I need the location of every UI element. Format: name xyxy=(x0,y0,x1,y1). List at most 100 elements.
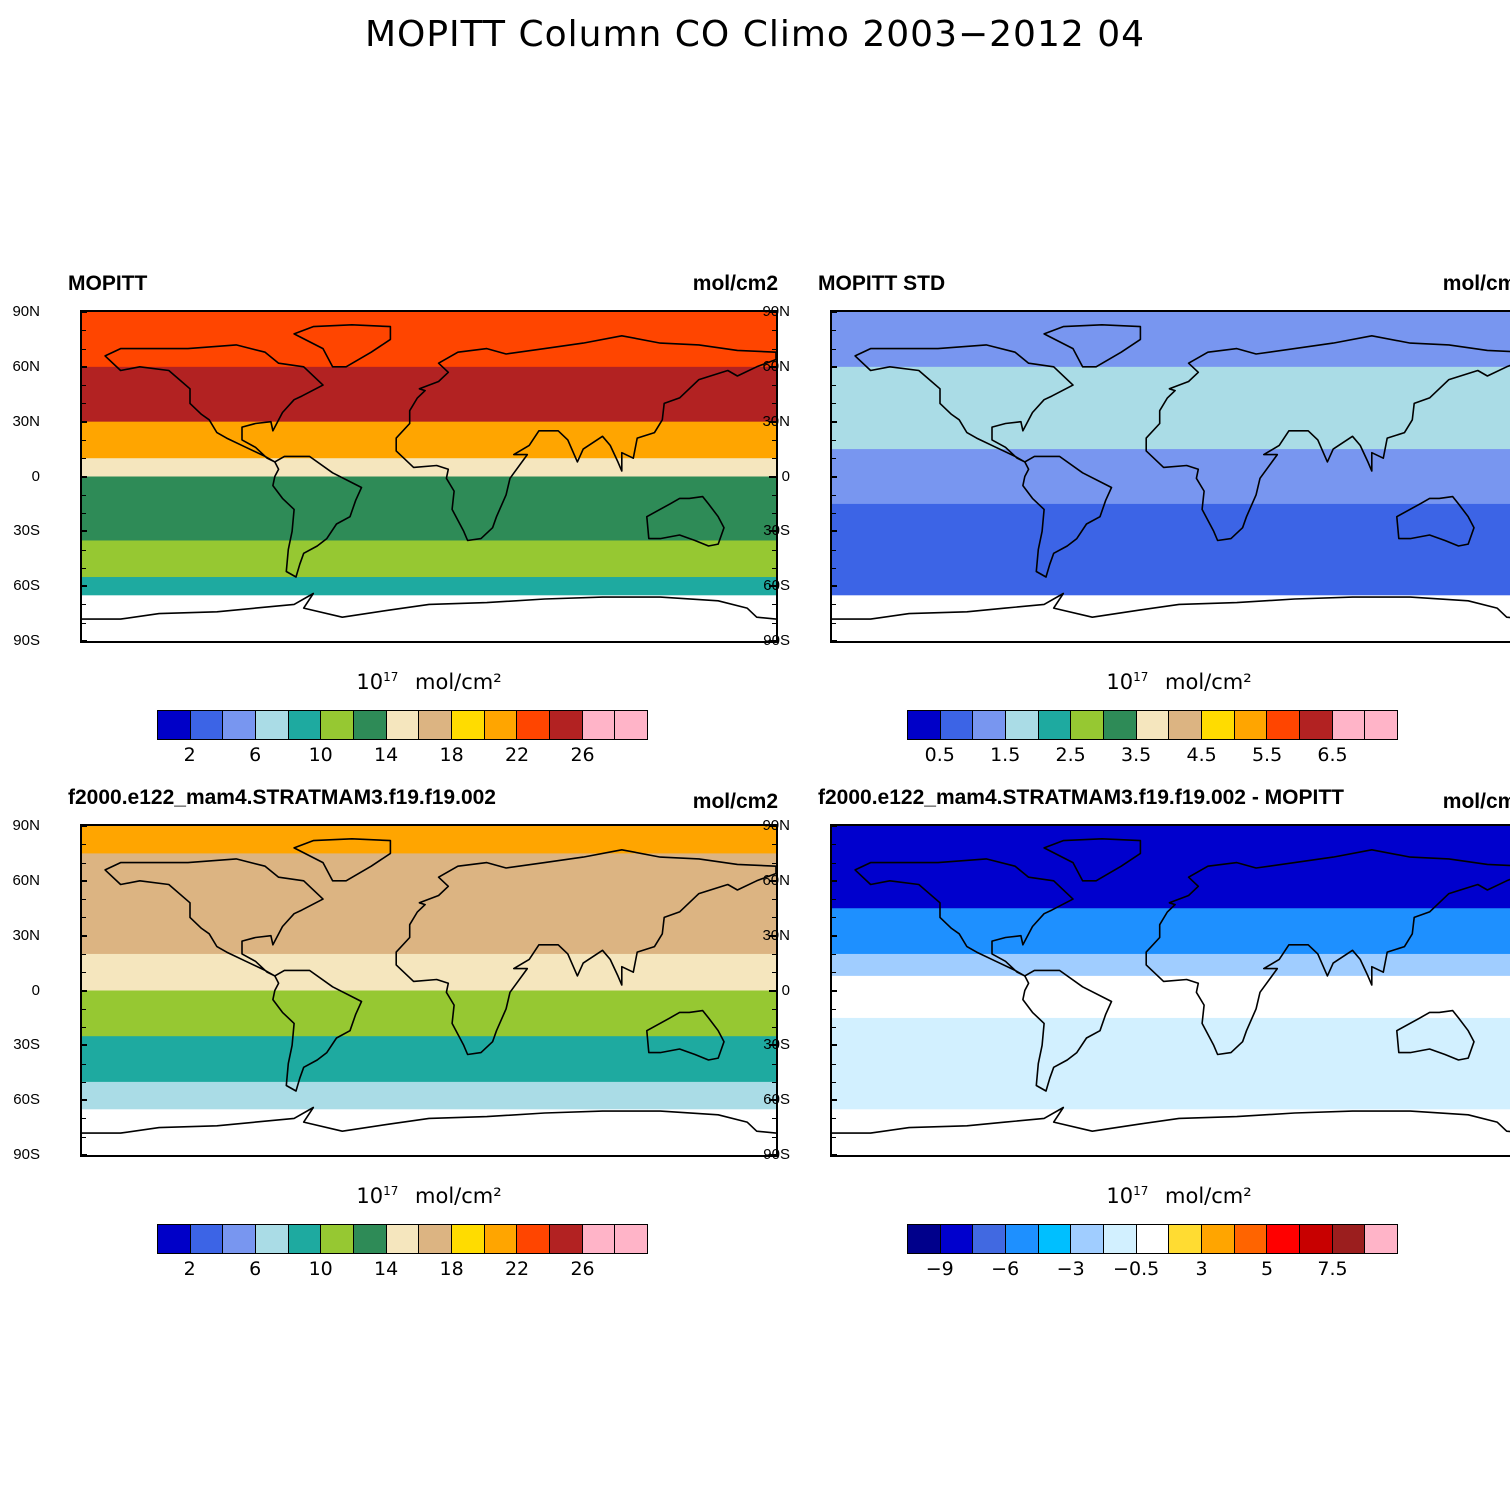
lat-minor-tick xyxy=(772,513,776,515)
map-frame xyxy=(80,310,778,643)
colorbar-title-base: 10 xyxy=(1106,1184,1134,1208)
colorbar-box-0 xyxy=(908,711,941,739)
colorbar-label: 22 xyxy=(504,744,530,766)
lat-minor-tick xyxy=(832,513,836,515)
lat-tick-mark xyxy=(830,825,837,827)
lat-tick-label: 30N xyxy=(12,412,40,430)
colorbar-label: 3.5 xyxy=(1121,744,1152,766)
colorbar-box-13 xyxy=(1332,1225,1366,1253)
colorbar-title-unit: mol/cm² xyxy=(1158,670,1252,694)
zonal-band-0 xyxy=(832,312,1510,368)
lat-tick-mark xyxy=(80,475,87,478)
lat-minor-tick xyxy=(832,348,836,350)
lat-tick-mark xyxy=(769,475,776,478)
colorbar-box-10 xyxy=(1234,711,1268,739)
lat-tick-mark xyxy=(769,825,776,827)
lat-tick-label: 60N xyxy=(762,871,790,889)
colorbar-box-11 xyxy=(517,711,551,739)
panel-diff: f2000.e122_mam4.STRATMAM3.f19.f19.002 - … xyxy=(762,786,1510,1286)
lat-minor-tick xyxy=(832,1118,836,1120)
colorbar-label: 5.5 xyxy=(1251,744,1283,766)
lat-tick-mark xyxy=(80,1099,87,1102)
coastline-australia xyxy=(1395,1009,1475,1061)
lat-tick-mark xyxy=(80,365,87,368)
lat-minor-tick xyxy=(82,1063,86,1065)
lat-tick-label: 30S xyxy=(13,1036,40,1054)
coastline-antarctica xyxy=(832,1106,1510,1134)
colorbar-title-base: 10 xyxy=(356,670,384,694)
colorbar-label: 0.5 xyxy=(924,744,955,766)
lat-tick-mark xyxy=(830,365,837,368)
colorbar-title-exponent: 17 xyxy=(1133,670,1149,684)
coastline-antarctica xyxy=(82,592,776,620)
zonal-band-5 xyxy=(832,1109,1510,1155)
lat-tick-mark xyxy=(769,1099,776,1102)
colorbar-box-13 xyxy=(1332,711,1366,739)
lat-minor-tick xyxy=(82,1118,86,1120)
colorbar-box-7 xyxy=(1136,711,1170,739)
zonal-band-4 xyxy=(832,1017,1510,1110)
colorbar xyxy=(907,1224,1398,1254)
lat-minor-tick xyxy=(832,1136,836,1138)
lat-tick-label: 90N xyxy=(762,817,790,834)
lat-tick-label: 0 xyxy=(781,467,790,485)
colorbar-box-11 xyxy=(517,1225,551,1253)
lat-minor-tick xyxy=(832,1063,836,1065)
lat-minor-tick xyxy=(772,549,776,551)
lat-minor-tick xyxy=(772,494,776,496)
zonal-band-1 xyxy=(832,908,1510,955)
lat-minor-tick xyxy=(832,899,836,901)
lat-minor-tick xyxy=(832,549,836,551)
coastline-north-america xyxy=(854,858,1074,977)
colorbar-box-12 xyxy=(550,1225,583,1253)
lat-minor-tick xyxy=(772,1027,776,1029)
lat-minor-tick xyxy=(82,348,86,350)
panel-title: f2000.e122_mam4.STRATMAM3.f19.f19.002 xyxy=(68,786,496,809)
colorbar-label: 10 xyxy=(308,1258,333,1280)
lat-tick-mark xyxy=(80,420,87,423)
colorbar-label: −9 xyxy=(925,1258,954,1280)
colorbar-box-9 xyxy=(452,1225,485,1253)
lat-tick-label: 90N xyxy=(12,817,40,834)
panel-title: MOPITT xyxy=(68,272,148,295)
lat-tick-mark xyxy=(80,1154,87,1156)
colorbar-title-base: 10 xyxy=(1106,670,1134,694)
lat-minor-tick xyxy=(82,513,86,515)
zonal-band-2 xyxy=(82,953,776,991)
lat-tick-mark xyxy=(830,475,837,478)
lat-tick-mark xyxy=(80,989,87,992)
colorbar-box-7 xyxy=(386,1225,420,1253)
lat-minor-tick xyxy=(772,1118,776,1120)
lat-minor-tick xyxy=(832,862,836,864)
colorbar xyxy=(157,1224,648,1254)
colorbar-label: 6.5 xyxy=(1317,744,1348,766)
colorbar-title: 1017 mol/cm² xyxy=(830,670,1510,694)
lat-tick-label: 90N xyxy=(762,303,790,320)
colorbar-label: −0.5 xyxy=(1113,1258,1160,1280)
colorbar-title-exponent: 17 xyxy=(383,670,399,684)
colorbar-box-10 xyxy=(1234,1225,1268,1253)
coastline-eurasia-africa xyxy=(395,848,776,1056)
lat-minor-tick xyxy=(772,862,776,864)
colorbar-box-8 xyxy=(419,711,453,739)
colorbar-box-9 xyxy=(452,711,485,739)
colorbar-title-unit: mol/cm² xyxy=(408,1184,502,1208)
colorbar-label: 18 xyxy=(439,744,464,766)
colorbar-label: 22 xyxy=(504,1258,530,1280)
lat-minor-tick xyxy=(82,899,86,901)
colorbar-title: 1017 mol/cm² xyxy=(80,670,778,694)
lat-minor-tick xyxy=(772,439,776,441)
coastline-eurasia-africa xyxy=(1145,334,1510,542)
colorbar xyxy=(157,710,648,740)
panel-units: mol/cm2 xyxy=(1442,272,1510,295)
lat-minor-tick xyxy=(832,385,836,387)
lat-minor-tick xyxy=(832,439,836,441)
lat-minor-tick xyxy=(82,622,86,624)
zonal-band-1 xyxy=(82,853,776,955)
lat-minor-tick xyxy=(772,567,776,569)
colorbar-label: 6 xyxy=(249,744,262,766)
colorbar-box-6 xyxy=(354,711,387,739)
lat-tick-label: 90N xyxy=(12,303,40,320)
colorbar-box-1 xyxy=(190,1225,224,1253)
colorbar-box-6 xyxy=(1104,711,1137,739)
